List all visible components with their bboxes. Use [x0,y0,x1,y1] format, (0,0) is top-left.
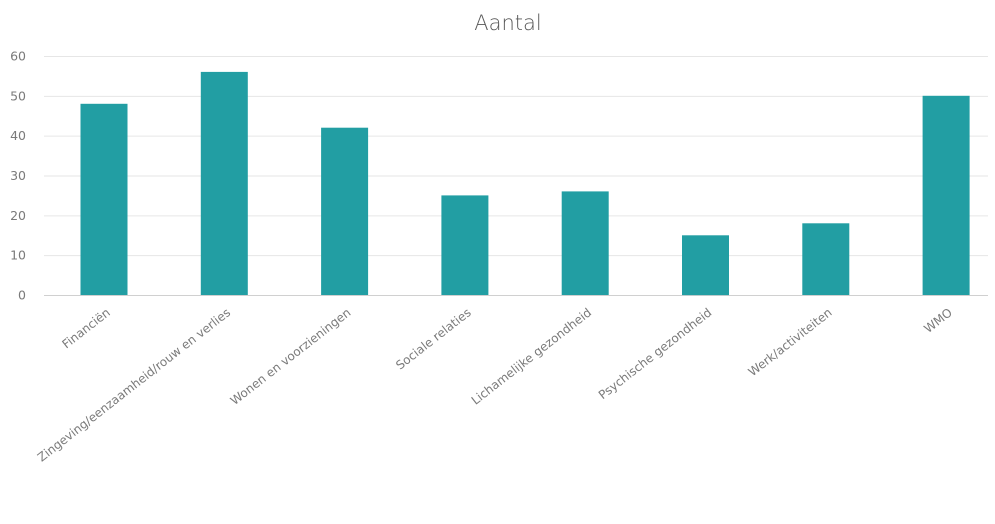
y-tick-label: 60 [10,49,26,64]
y-tick-label: 10 [10,248,26,263]
y-tick-label: 30 [10,168,26,183]
y-tick-label: 0 [18,288,26,303]
x-tick-label: Sociale relaties [393,305,473,372]
chart-title: Aantal [474,11,541,35]
x-tick-label: WMO [921,305,955,336]
bar [200,71,248,296]
x-tick-label: Psychische gezondheid [596,305,714,402]
bar [922,95,970,295]
y-tick-label: 40 [10,128,26,143]
x-tick-label: Lichamelijke gezondheid [469,305,594,407]
x-tick-label: Werk/activiteiten [746,305,835,379]
y-tick-label: 50 [10,88,26,103]
bar [802,223,850,295]
y-tick-label: 20 [10,208,26,223]
bar [441,195,489,295]
bar [80,103,128,295]
x-tick-label: Financiën [59,305,112,351]
bar [682,235,729,296]
x-tick-label: Zingeving/eenzaamheid/rouw en verlies [35,305,233,464]
bar [561,191,609,295]
bars [80,71,970,296]
bar [321,127,369,295]
x-tick-label: Wonen en voorzieningen [228,305,354,408]
y-axis-ticks: 0 10 20 30 40 50 60 [10,49,26,303]
